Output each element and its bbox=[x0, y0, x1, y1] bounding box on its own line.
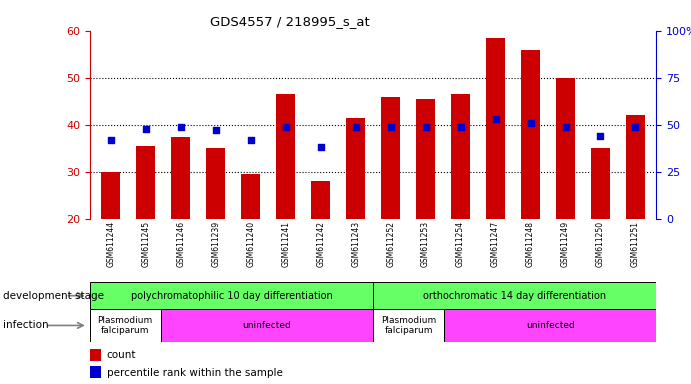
Text: GSM611249: GSM611249 bbox=[561, 221, 570, 267]
Text: GSM611245: GSM611245 bbox=[141, 221, 150, 267]
Text: GSM611247: GSM611247 bbox=[491, 221, 500, 267]
Text: GSM611248: GSM611248 bbox=[526, 221, 535, 267]
Bar bbox=[90, 309, 160, 342]
Point bbox=[385, 124, 396, 130]
Text: GSM611239: GSM611239 bbox=[211, 221, 220, 267]
Text: GSM611240: GSM611240 bbox=[246, 221, 255, 267]
Bar bbox=[591, 148, 610, 219]
Bar bbox=[373, 282, 656, 309]
Bar bbox=[171, 137, 191, 219]
Point bbox=[105, 137, 116, 143]
Text: infection: infection bbox=[3, 320, 49, 331]
Bar bbox=[444, 309, 656, 342]
Point bbox=[525, 120, 536, 126]
Bar bbox=[381, 96, 400, 219]
Text: GSM611242: GSM611242 bbox=[316, 221, 325, 267]
Point bbox=[560, 124, 571, 130]
Bar bbox=[206, 148, 225, 219]
Bar bbox=[556, 78, 575, 219]
Bar bbox=[136, 146, 155, 219]
Bar bbox=[241, 174, 261, 219]
Point bbox=[455, 124, 466, 130]
Bar bbox=[90, 349, 101, 361]
Bar bbox=[276, 94, 295, 219]
Text: polychromatophilic 10 day differentiation: polychromatophilic 10 day differentiatio… bbox=[131, 291, 332, 301]
Bar bbox=[90, 282, 373, 309]
Text: count: count bbox=[107, 350, 136, 360]
Text: Plasmodium
falciparum: Plasmodium falciparum bbox=[97, 316, 153, 335]
Point bbox=[140, 126, 151, 132]
Bar bbox=[373, 309, 444, 342]
Point bbox=[245, 137, 256, 143]
Bar bbox=[101, 172, 120, 219]
Bar bbox=[521, 50, 540, 219]
Bar bbox=[90, 366, 101, 379]
Text: GSM611243: GSM611243 bbox=[351, 221, 360, 267]
Point bbox=[630, 124, 641, 130]
Point bbox=[595, 133, 606, 139]
Point bbox=[490, 116, 501, 122]
Bar bbox=[416, 99, 435, 219]
Text: uninfected: uninfected bbox=[526, 321, 575, 330]
Point bbox=[280, 124, 291, 130]
Text: Plasmodium
falciparum: Plasmodium falciparum bbox=[381, 316, 436, 335]
Point bbox=[210, 127, 221, 134]
Text: GSM611241: GSM611241 bbox=[281, 221, 290, 267]
Bar bbox=[486, 38, 505, 219]
Point bbox=[350, 124, 361, 130]
Bar bbox=[626, 115, 645, 219]
Point bbox=[315, 144, 326, 151]
Text: GSM611246: GSM611246 bbox=[176, 221, 185, 267]
Text: development stage: development stage bbox=[3, 291, 104, 301]
Bar bbox=[160, 309, 373, 342]
Text: GSM611252: GSM611252 bbox=[386, 221, 395, 267]
Bar bbox=[346, 118, 366, 219]
Text: GSM611254: GSM611254 bbox=[456, 221, 465, 267]
Text: GSM611251: GSM611251 bbox=[631, 221, 640, 267]
Text: percentile rank within the sample: percentile rank within the sample bbox=[107, 367, 283, 377]
Text: GSM611253: GSM611253 bbox=[421, 221, 430, 267]
Bar bbox=[311, 181, 330, 219]
Point bbox=[420, 124, 431, 130]
Text: GSM611250: GSM611250 bbox=[596, 221, 605, 267]
Point bbox=[176, 124, 187, 130]
Text: uninfected: uninfected bbox=[243, 321, 292, 330]
Text: GDS4557 / 218995_s_at: GDS4557 / 218995_s_at bbox=[210, 15, 370, 28]
Bar bbox=[451, 94, 470, 219]
Text: GSM611244: GSM611244 bbox=[106, 221, 115, 267]
Text: orthochromatic 14 day differentiation: orthochromatic 14 day differentiation bbox=[423, 291, 607, 301]
